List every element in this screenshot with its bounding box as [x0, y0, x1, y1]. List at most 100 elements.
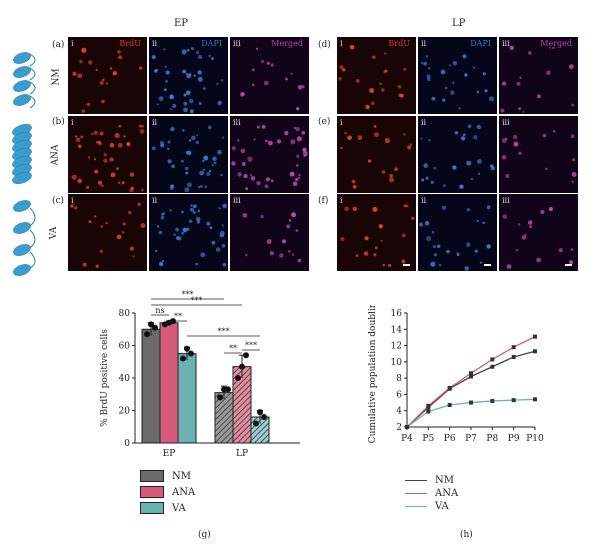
cell-nucleus [529, 225, 533, 229]
y-tick-label: 6 [396, 390, 402, 400]
label-f: (f) [318, 196, 329, 206]
micrograph-ep-va-brdu: i [68, 194, 147, 271]
x-tick-label: P10 [526, 434, 544, 444]
cell-nucleus [282, 239, 286, 244]
cell-nucleus [477, 159, 482, 164]
cell-nucleus [478, 172, 481, 175]
cell-nucleus [190, 204, 193, 207]
cell-nucleus [206, 171, 211, 176]
cell-nucleus [160, 215, 165, 220]
cell-field [338, 44, 407, 110]
cell-nucleus [381, 88, 385, 92]
bar-lp-nm [214, 392, 234, 444]
cell-nucleus [537, 94, 541, 99]
cell-nucleus [401, 259, 406, 264]
cell-nucleus [158, 230, 163, 235]
series-marker-ana [469, 371, 473, 376]
cell-nucleus [191, 135, 196, 141]
micrograph-lp-va-merged: iii [499, 194, 578, 271]
cell-nucleus [372, 206, 378, 212]
cell-nucleus [369, 88, 375, 94]
cell-nucleus [454, 131, 459, 135]
cell-nucleus [77, 73, 83, 79]
cell-nucleus [218, 207, 221, 210]
cell-nucleus [182, 227, 188, 233]
subpanel-numeral: iii [502, 39, 510, 48]
cell-nucleus [77, 178, 82, 184]
cell-nucleus [266, 239, 272, 245]
cell-nucleus [522, 110, 525, 113]
cell-nucleus [183, 107, 188, 113]
cell-nucleus [117, 142, 123, 148]
cell-nucleus [421, 178, 425, 182]
cell-nucleus [94, 215, 97, 218]
subpanel-numeral: iii [502, 196, 510, 205]
cell-nucleus [290, 139, 296, 145]
cell-nucleus [374, 246, 378, 250]
cell-nucleus [195, 140, 200, 145]
cell-nucleus [75, 137, 81, 143]
cell-nucleus [165, 70, 170, 75]
scale-bar [403, 264, 410, 266]
series-marker-va [469, 400, 473, 405]
micrograph-lp-nm-brdu: i BrdU [337, 37, 416, 114]
cell-field [231, 124, 308, 190]
cell-nucleus [215, 247, 221, 252]
micrograph-lp-nm-dapi: ii DAPI [418, 37, 497, 114]
data-point [235, 375, 241, 381]
cell-nucleus [188, 98, 194, 104]
cell-nucleus [452, 165, 457, 170]
cell-nucleus [181, 159, 184, 163]
cell-nucleus [298, 176, 301, 180]
cell-nucleus [171, 164, 176, 169]
legend-swatch-nm [140, 470, 164, 482]
cell-nucleus [222, 203, 227, 209]
y-tick-label: 8 [396, 374, 402, 384]
cell-nucleus [122, 222, 126, 226]
series-marker-ana [426, 403, 431, 408]
cell-nucleus [506, 264, 512, 269]
cell-nucleus [247, 156, 253, 162]
cell-nucleus [261, 124, 266, 129]
cell-nucleus [553, 130, 556, 133]
cell-nucleus [260, 214, 264, 219]
cell-nucleus [266, 61, 270, 65]
cell-nucleus [400, 93, 404, 98]
cell-nucleus [403, 68, 407, 71]
cell-nucleus [117, 50, 121, 54]
cell-field [72, 47, 143, 113]
cell-nucleus [295, 229, 298, 232]
subpanel-numeral: ii [421, 118, 427, 127]
cell-nucleus [95, 68, 98, 71]
subpanel-numeral: ii [152, 196, 158, 205]
cell-nucleus [159, 261, 164, 267]
cell-nucleus [301, 131, 306, 135]
cell-nucleus [349, 44, 355, 50]
x-tick-label: P8 [486, 434, 498, 444]
cell-nucleus [570, 248, 574, 251]
cell-nucleus [80, 135, 84, 139]
cell-nucleus [211, 240, 216, 245]
cell-nucleus [426, 236, 432, 241]
cell-nucleus [181, 49, 187, 55]
cell-nucleus [301, 85, 305, 89]
cell-nucleus [221, 136, 225, 139]
significance-label: *** [191, 296, 203, 305]
y-tick-label: 10 [391, 358, 403, 368]
cell-nucleus [170, 126, 175, 132]
cell-nucleus [394, 167, 398, 171]
cell-nucleus [470, 177, 474, 181]
cell-field [239, 47, 305, 111]
cell-nucleus [513, 141, 519, 147]
cell-nucleus [93, 130, 98, 135]
cell-nucleus [552, 46, 555, 50]
cell-nucleus [220, 79, 224, 82]
cell-nucleus [344, 206, 349, 212]
cell-nucleus [473, 135, 478, 140]
cell-nucleus [195, 216, 201, 222]
cell-nucleus [186, 49, 190, 52]
cell-field [155, 203, 227, 267]
cell-nucleus [295, 177, 299, 182]
cell-nucleus [373, 253, 377, 257]
cell-nucleus [102, 78, 105, 81]
